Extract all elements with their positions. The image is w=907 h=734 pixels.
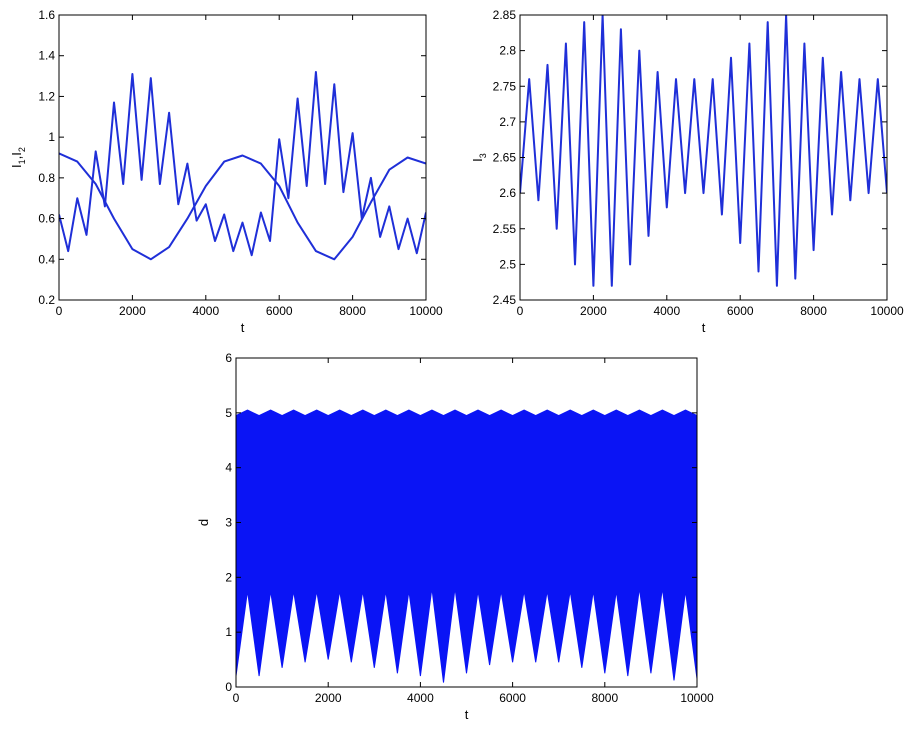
y-tick-label: 2.85	[493, 8, 517, 22]
x-axis-label: t	[465, 707, 469, 722]
y-tick-label: 0.2	[38, 293, 55, 307]
chart-bottom: 0 2000 4000 6000 8000 10000 0 1 2 3 4 5 6 t d	[196, 351, 714, 722]
x-tick-label: 4000	[407, 691, 434, 705]
x-axis-label: t	[702, 320, 706, 335]
x-tick-label: 6000	[499, 691, 526, 705]
y-tick-label: 0.8	[38, 171, 55, 185]
y-tick-label: 0.6	[38, 212, 55, 226]
plot-area	[59, 71, 426, 261]
y-axis-label: I1,I2	[9, 147, 27, 168]
plot-area	[520, 15, 887, 287]
y-tick-label: 1	[48, 130, 55, 144]
x-tick-label: 8000	[339, 304, 366, 318]
y-tick-label: 2	[225, 570, 232, 584]
x-tick-label: 0	[233, 691, 240, 705]
x-tick-label: 10000	[409, 304, 443, 318]
chart-top-right: 0 2000 4000 6000 8000 10000 2.45 2.5 2.55 2.6 2.65…	[470, 8, 904, 335]
y-tick-label: 1.4	[38, 49, 55, 63]
y-tick-label: 2.75	[493, 79, 517, 93]
series-line-1	[520, 15, 887, 287]
y-tick-label: 2.6	[499, 186, 516, 200]
y-tick-label: 2.8	[499, 44, 516, 58]
x-tick-label: 2000	[580, 304, 607, 318]
oscillation-band	[236, 409, 697, 683]
x-tick-label: 6000	[266, 304, 293, 318]
series-line-1	[59, 71, 426, 257]
x-tick-label: 2000	[119, 304, 146, 318]
x-tick-label: 10000	[680, 691, 714, 705]
chart-top-left: 0 2000 4000 6000 8000 10000 0.2 0.4 0.6 0.8 1 1.2 1.…	[9, 8, 443, 335]
y-tick-label: 3	[225, 516, 232, 530]
axes-frame	[58, 14, 427, 301]
y-tick-label: 2.45	[493, 293, 517, 307]
y-axis-label: I3	[470, 153, 488, 162]
x-tick-label: 4000	[653, 304, 680, 318]
y-tick-label: 2.5	[499, 257, 516, 271]
y-tick-label: 5	[225, 406, 232, 420]
series-line-2	[59, 152, 426, 261]
x-tick-label: 0	[517, 304, 524, 318]
y-tick-label: 2.55	[493, 222, 517, 236]
x-tick-label: 8000	[591, 691, 618, 705]
y-tick-label: 0	[225, 680, 232, 694]
y-tick-label: 2.7	[499, 115, 516, 129]
y-tick-label: 6	[225, 351, 232, 365]
plot-area	[236, 409, 697, 683]
y-tick-label: 0.4	[38, 252, 55, 266]
x-tick-label: 2000	[315, 691, 342, 705]
y-tick-label: 1.6	[38, 8, 55, 22]
y-tick-label: 2.65	[493, 151, 517, 165]
y-tick-label: 1.2	[38, 89, 55, 103]
y-tick-label: 4	[225, 461, 232, 475]
x-tick-label: 4000	[192, 304, 219, 318]
y-axis-label: d	[196, 519, 211, 526]
x-tick-label: 0	[56, 304, 63, 318]
x-tick-label: 8000	[800, 304, 827, 318]
x-tick-label: 6000	[727, 304, 754, 318]
x-axis-label: t	[241, 320, 245, 335]
x-tick-label: 10000	[870, 304, 904, 318]
y-tick-label: 1	[225, 625, 232, 639]
